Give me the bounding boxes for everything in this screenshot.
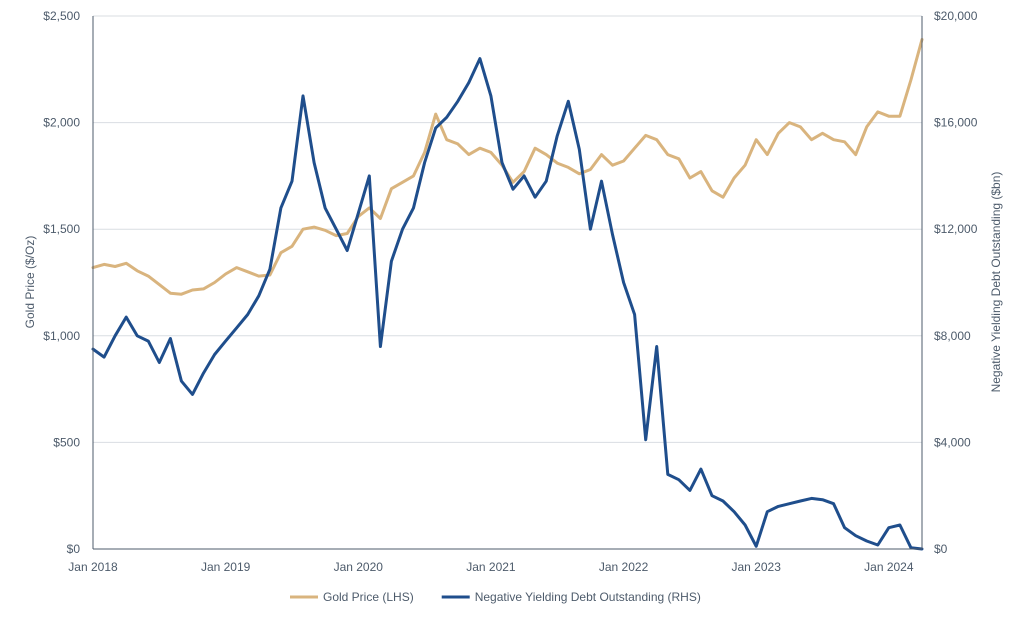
y-axis-left-ticks: $0 $500 $1,000 $1,500 $2,000 $2,500 [43, 9, 80, 556]
y-right-tick-label: $4,000 [934, 435, 971, 449]
y-left-tick-label: $2,500 [43, 9, 80, 23]
x-tick-label: Jan 2024 [864, 560, 914, 574]
y-left-tick-label: $1,000 [43, 329, 80, 343]
y-left-tick-label: $2,000 [43, 116, 80, 130]
y-left-tick-label: $500 [53, 435, 80, 449]
x-tick-label: Jan 2021 [466, 560, 516, 574]
y-axis-right-ticks: $0 $4,000 $8,000 $12,000 $16,000 $20,000 [934, 9, 978, 556]
y-right-tick-label: $8,000 [934, 329, 971, 343]
series-layer [91, 38, 924, 551]
y-right-tick-label: $20,000 [934, 9, 978, 23]
y-right-tick-label: $12,000 [934, 222, 978, 236]
x-tick-label: Jan 2023 [732, 560, 782, 574]
series-line-2 [91, 57, 924, 551]
y-left-tick-label: $1,500 [43, 222, 80, 236]
x-axis-ticks: Jan 2018 Jan 2019 Jan 2020 Jan 2021 Jan 2022… [68, 560, 914, 574]
x-tick-label: Jan 2022 [599, 560, 649, 574]
x-tick-label: Jan 2020 [334, 560, 384, 574]
legend-label-1: Gold Price (LHS) [323, 590, 414, 604]
y-right-tick-label: $16,000 [934, 116, 978, 130]
gridlines [93, 15, 922, 443]
y-left-tick-label: $0 [67, 542, 81, 556]
x-tick-label: Jan 2019 [201, 560, 251, 574]
y-axis-left-title: Gold Price ($/Oz) [23, 236, 37, 329]
y-axis-right-title: Negative Yielding Debt Outstanding ($bn) [989, 172, 1003, 393]
legend: Gold Price (LHS) Negative Yielding Debt O… [290, 590, 701, 604]
x-tick-label: Jan 2018 [68, 560, 118, 574]
series-line-1 [91, 38, 924, 296]
y-right-tick-label: $0 [934, 542, 948, 556]
legend-label-2: Negative Yielding Debt Outstanding (RHS) [475, 590, 701, 604]
